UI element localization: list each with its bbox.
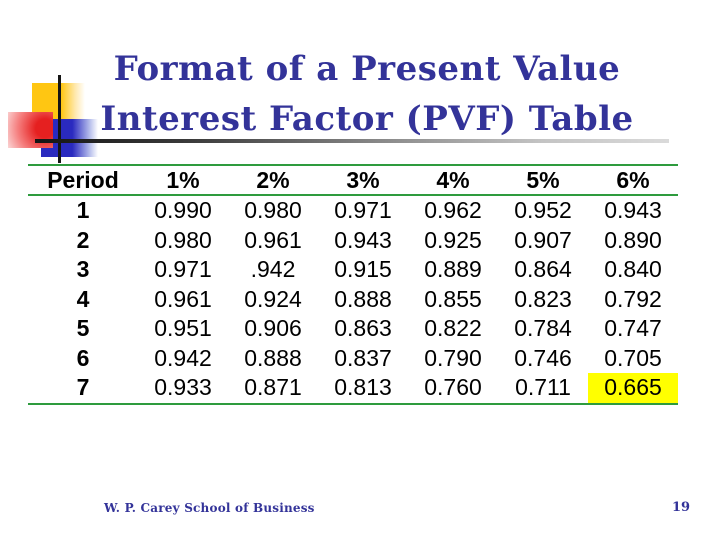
column-header-rate: 5% [526,166,560,193]
value-cell: 0.790 [424,344,482,371]
pvf-table: Period 1% 2% 3% 4% 5% 6% 1 0.990 0.980 0.97… [28,164,678,405]
footer-organization: W. P. Carey School of Business [104,501,315,515]
value-cell: 0.863 [334,315,392,342]
value-cell: 0.952 [514,197,572,224]
value-cell: 0.871 [244,374,302,401]
value-cell: 0.890 [604,226,662,253]
value-cell: 0.951 [154,315,212,342]
highlighted-value-cell: 0.665 [588,373,678,404]
value-cell: 0.971 [334,197,392,224]
table-body: 1 0.990 0.980 0.971 0.962 0.952 0.943 2 0.980 0.9… [28,195,678,404]
period-cell: 4 [76,285,90,312]
value-cell: 0.823 [514,285,572,312]
slide-title: Format of a Present Value Interest Facto… [60,44,674,144]
value-cell: 0.980 [244,197,302,224]
table-row: 7 0.933 0.871 0.813 0.760 0.711 0.665 [28,373,678,404]
value-cell: 0.907 [514,226,572,253]
value-cell: 0.924 [244,285,302,312]
period-cell: 1 [76,197,90,224]
value-cell: 0.792 [604,285,662,312]
value-cell: 0.961 [244,226,302,253]
period-cell: 5 [76,315,90,342]
value-cell: 0.888 [244,344,302,371]
value-cell: 0.747 [604,315,662,342]
column-header-rate: 4% [436,166,470,193]
column-header-period: Period [47,166,119,193]
table-row: 4 0.961 0.924 0.888 0.855 0.823 0.792 [28,285,678,315]
value-cell: 0.971 [154,256,212,283]
value-cell: 0.906 [244,315,302,342]
value-cell: 0.813 [334,374,392,401]
value-cell: 0.943 [604,197,662,224]
value-cell: .942 [250,256,296,283]
period-cell: 2 [76,226,90,253]
value-cell: 0.943 [334,226,392,253]
table-row: 2 0.980 0.961 0.943 0.925 0.907 0.890 [28,226,678,256]
table-row: 5 0.951 0.906 0.863 0.822 0.784 0.747 [28,314,678,344]
period-cell: 6 [76,344,90,371]
title-underline-rule [35,139,669,143]
value-cell: 0.840 [604,256,662,283]
title-line-2: Interest Factor (PVF) Table [100,99,634,139]
column-header-rate: 6% [616,166,650,193]
value-cell: 0.746 [514,344,572,371]
value-cell: 0.822 [424,315,482,342]
column-header-rate: 1% [166,166,200,193]
value-cell: 0.962 [424,197,482,224]
table-row: 6 0.942 0.888 0.837 0.790 0.746 0.705 [28,344,678,374]
value-cell: 0.889 [424,256,482,283]
value-cell: 0.925 [424,226,482,253]
value-cell: 0.784 [514,315,572,342]
value-cell: 0.711 [515,374,571,401]
title-line-1: Format of a Present Value [113,49,621,89]
period-cell: 7 [76,374,90,401]
value-cell: 0.864 [514,256,572,283]
value-cell: 0.855 [424,285,482,312]
decoration-vertical-line [58,75,61,163]
value-cell: 0.990 [154,197,212,224]
value-cell: 0.705 [604,344,662,371]
page-number: 19 [672,500,691,515]
column-header-rate: 3% [346,166,380,193]
table-head-row: Period 1% 2% 3% 4% 5% 6% [28,165,678,195]
value-cell: 0.980 [154,226,212,253]
column-header-rate: 2% [256,166,290,193]
table-row: 1 0.990 0.980 0.971 0.962 0.952 0.943 [28,195,678,226]
table-row: 3 0.971 .942 0.915 0.889 0.864 0.840 [28,255,678,285]
value-cell: 0.888 [334,285,392,312]
value-cell: 0.933 [154,374,212,401]
value-cell: 0.961 [154,285,212,312]
period-cell: 3 [76,256,90,283]
value-cell: 0.942 [154,344,212,371]
value-cell: 0.915 [334,256,392,283]
value-cell: 0.837 [334,344,392,371]
value-cell: 0.760 [424,374,482,401]
